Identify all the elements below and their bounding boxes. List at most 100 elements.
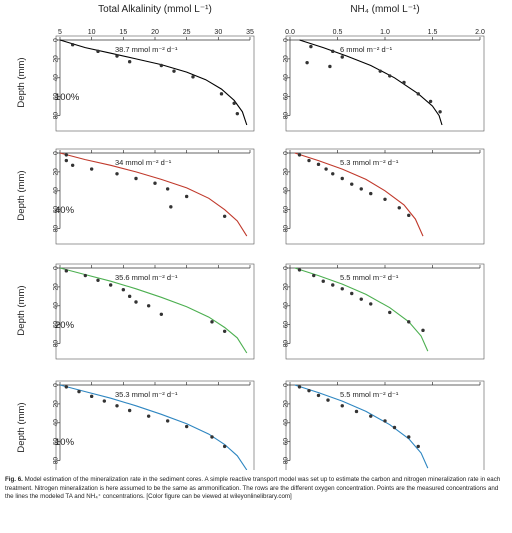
data-point xyxy=(115,54,119,58)
y-tick-label: 80 xyxy=(282,457,289,465)
y-tick-label: 80 xyxy=(52,225,59,233)
data-point xyxy=(331,172,335,176)
data-point xyxy=(146,304,151,308)
y-tick-label: 40 xyxy=(52,419,59,427)
caption-text: Model estimation of the mineralization r… xyxy=(5,476,501,501)
data-point xyxy=(407,213,411,218)
data-point xyxy=(388,74,392,78)
column-title-1: NH₄ (mmol L⁻¹) xyxy=(350,4,419,15)
data-point xyxy=(134,300,138,304)
y-tick-label: 20 xyxy=(52,168,59,176)
data-point xyxy=(388,310,392,315)
data-point xyxy=(340,55,344,59)
x-tick-label: 1.0 xyxy=(380,29,390,36)
model-line xyxy=(59,152,248,237)
data-point xyxy=(340,287,344,291)
y-tick-label: 60 xyxy=(52,321,59,329)
data-point xyxy=(350,291,354,296)
panel-frame xyxy=(285,380,485,470)
data-point xyxy=(127,408,132,413)
data-point xyxy=(165,187,170,191)
column-title-0: Total Alkalinity (mmol L⁻¹) xyxy=(98,4,212,15)
data-point xyxy=(127,294,132,299)
data-point xyxy=(324,167,328,171)
data-point xyxy=(402,80,406,85)
data-point xyxy=(64,158,69,163)
data-point xyxy=(326,398,330,402)
data-point xyxy=(96,49,100,54)
panel-NH4-40%: 0 20 40 60 80 5.3 mmol m⁻² d⁻¹ xyxy=(282,148,485,245)
rate-label: 35.6 mmol m⁻² d⁻¹ xyxy=(115,273,178,282)
data-point xyxy=(96,278,100,282)
y-axis-title: Depth (mm) xyxy=(16,170,27,220)
data-point xyxy=(222,444,227,449)
data-point xyxy=(340,404,344,408)
y-tick-label: 80 xyxy=(52,112,59,120)
data-point xyxy=(64,153,69,157)
data-point xyxy=(165,419,170,423)
y-tick-label: 80 xyxy=(282,340,289,348)
x-tick-label: 1.5 xyxy=(428,29,438,36)
data-point xyxy=(102,399,107,403)
y-tick-label: 40 xyxy=(282,419,289,427)
data-point xyxy=(350,182,354,186)
data-point xyxy=(340,176,344,181)
treatment-label: 100% xyxy=(55,92,80,103)
figure: Total Alkalinity (mmol L⁻¹) NH₄ (mmol L⁻¹… xyxy=(16,4,485,470)
panel-TA-10%: 0 20 40 60 80 Depth (mm) 10% 35.3 mmol m⁻² d⁻¹ xyxy=(16,380,255,470)
treatment-label: 20% xyxy=(55,320,75,331)
x-tick-label: 2.0 xyxy=(475,29,485,36)
y-tick-label: 20 xyxy=(282,400,289,408)
model-line xyxy=(59,267,248,354)
data-point xyxy=(407,435,411,439)
data-point xyxy=(307,388,311,393)
data-point xyxy=(354,409,359,414)
panel-frame xyxy=(55,380,255,470)
data-point xyxy=(316,393,321,398)
panel-TA-100%: 5 10 15 20 25 30 35 0 20 40 60 80 Depth (mm) 100% 38.7… xyxy=(16,29,255,132)
panel-frame xyxy=(285,263,485,360)
y-tick-label: 0 xyxy=(52,151,59,155)
treatment-label: 40% xyxy=(55,205,75,216)
data-point xyxy=(369,191,373,196)
data-point xyxy=(115,172,119,176)
y-tick-label: 0 xyxy=(52,383,59,387)
data-point xyxy=(359,297,363,301)
y-tick-label: 20 xyxy=(282,283,289,291)
y-tick-label: 40 xyxy=(52,302,59,310)
y-axis-title: Depth (mm) xyxy=(16,402,27,452)
y-tick-label: 60 xyxy=(282,206,289,214)
y-tick-label: 80 xyxy=(282,112,289,120)
model-line xyxy=(59,39,248,126)
panel-NH4-10%: 0 20 40 60 80 5.5 mmol m⁻² d⁻¹ xyxy=(282,380,485,470)
panel-TA-20%: 0 20 40 60 80 Depth (mm) 20% 35.6 mmol m⁻² d⁻¹ xyxy=(16,263,255,360)
data-point xyxy=(321,279,325,283)
model-line xyxy=(294,384,429,469)
y-tick-label: 0 xyxy=(282,151,289,155)
data-point xyxy=(108,283,113,287)
panel-NH4-100%: 0.0 0.5 1.0 1.5 2.0 0 20 40 60 80 6 mmol m⁻² d⁻¹ xyxy=(282,29,485,132)
data-point xyxy=(184,424,189,429)
figure-caption: Fig. 6. Model estimation of the minerali… xyxy=(5,476,507,502)
treatment-label: 10% xyxy=(55,437,75,448)
x-tick-label: 15 xyxy=(119,29,127,36)
y-tick-label: 80 xyxy=(282,225,289,233)
data-point xyxy=(328,64,332,69)
y-tick-label: 20 xyxy=(52,55,59,63)
y-tick-label: 0 xyxy=(282,266,289,270)
data-point xyxy=(219,92,224,96)
data-point xyxy=(115,404,119,408)
data-point xyxy=(222,214,227,218)
data-point xyxy=(77,389,81,394)
x-tick-label: 0.5 xyxy=(333,29,343,36)
y-tick-label: 60 xyxy=(52,206,59,214)
data-point xyxy=(70,163,75,167)
y-tick-label: 20 xyxy=(52,400,59,408)
data-point xyxy=(331,49,335,54)
y-tick-label: 20 xyxy=(52,283,59,291)
data-point xyxy=(428,99,433,104)
data-point xyxy=(159,312,164,316)
panel-frame xyxy=(55,35,255,132)
data-point xyxy=(89,394,94,399)
rate-label: 34 mmol m⁻² d⁻¹ xyxy=(115,158,172,167)
